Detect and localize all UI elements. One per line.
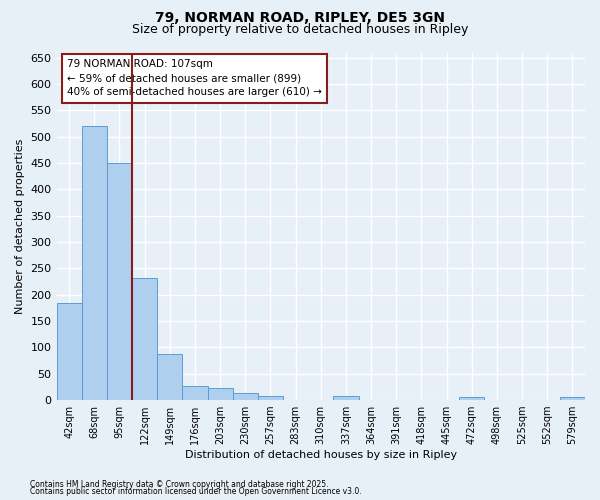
Bar — [56, 302, 82, 400]
Bar — [334, 396, 359, 400]
Bar — [107, 163, 132, 400]
Bar — [459, 398, 484, 400]
Bar — [560, 398, 585, 400]
Text: 79, NORMAN ROAD, RIPLEY, DE5 3GN: 79, NORMAN ROAD, RIPLEY, DE5 3GN — [155, 11, 445, 25]
Text: Contains public sector information licensed under the Open Government Licence v3: Contains public sector information licen… — [30, 487, 362, 496]
Bar — [208, 388, 233, 400]
Text: Contains HM Land Registry data © Crown copyright and database right 2025.: Contains HM Land Registry data © Crown c… — [30, 480, 329, 489]
Bar — [157, 354, 182, 400]
Bar — [258, 396, 283, 400]
Y-axis label: Number of detached properties: Number of detached properties — [15, 138, 25, 314]
Bar — [182, 386, 208, 400]
Bar — [132, 278, 157, 400]
Bar — [233, 393, 258, 400]
Text: Size of property relative to detached houses in Ripley: Size of property relative to detached ho… — [132, 22, 468, 36]
Bar — [82, 126, 107, 400]
X-axis label: Distribution of detached houses by size in Ripley: Distribution of detached houses by size … — [185, 450, 457, 460]
Text: 79 NORMAN ROAD: 107sqm
← 59% of detached houses are smaller (899)
40% of semi-de: 79 NORMAN ROAD: 107sqm ← 59% of detached… — [67, 60, 322, 98]
